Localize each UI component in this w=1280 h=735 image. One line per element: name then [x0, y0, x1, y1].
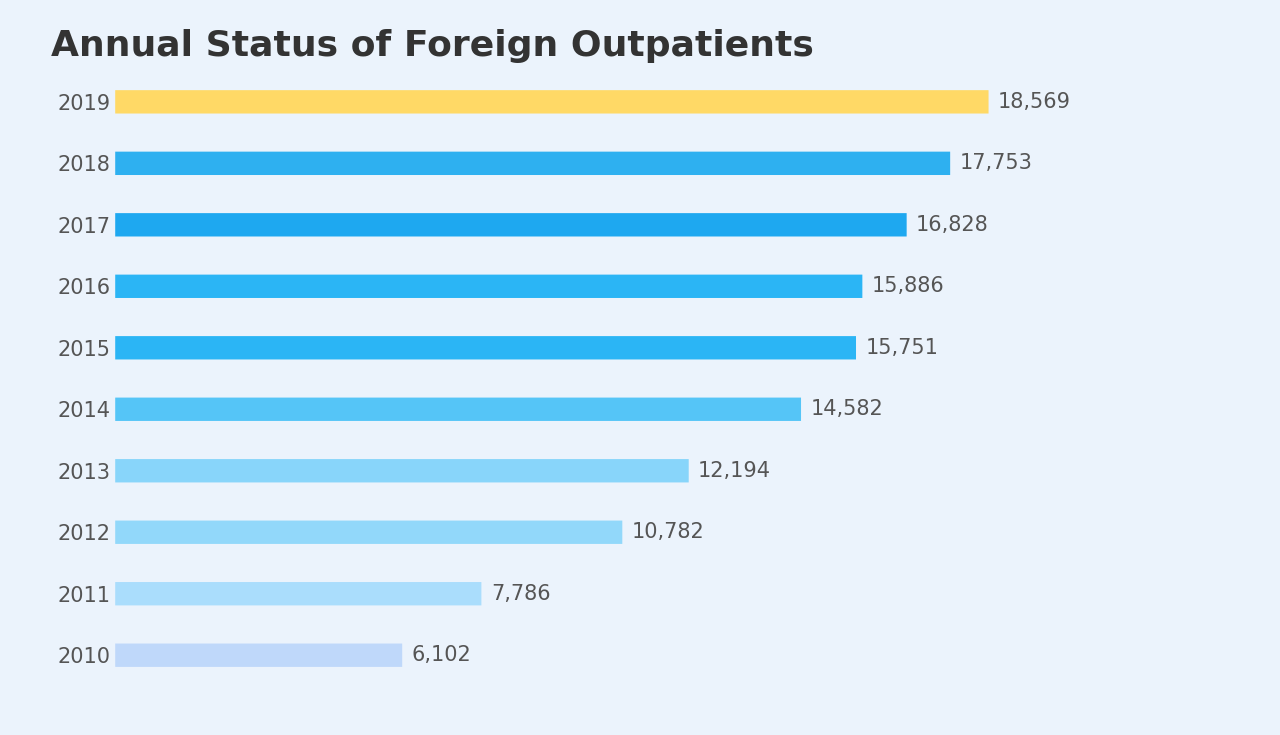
- Text: 10,782: 10,782: [632, 523, 704, 542]
- Text: 18,569: 18,569: [998, 92, 1071, 112]
- Text: 6,102: 6,102: [412, 645, 471, 665]
- FancyBboxPatch shape: [115, 336, 856, 359]
- FancyBboxPatch shape: [115, 520, 622, 544]
- Text: 14,582: 14,582: [810, 399, 883, 419]
- Text: 15,886: 15,886: [872, 276, 945, 296]
- FancyBboxPatch shape: [115, 90, 988, 113]
- FancyBboxPatch shape: [115, 644, 402, 667]
- Text: 16,828: 16,828: [916, 215, 989, 234]
- FancyBboxPatch shape: [115, 213, 906, 237]
- FancyBboxPatch shape: [115, 398, 801, 421]
- FancyBboxPatch shape: [115, 459, 689, 482]
- Text: 17,753: 17,753: [960, 154, 1033, 173]
- Text: 12,194: 12,194: [698, 461, 771, 481]
- Text: Annual Status of Foreign Outpatients: Annual Status of Foreign Outpatients: [51, 29, 814, 63]
- FancyBboxPatch shape: [115, 151, 950, 175]
- FancyBboxPatch shape: [115, 582, 481, 606]
- FancyBboxPatch shape: [115, 275, 863, 298]
- Text: 15,751: 15,751: [865, 338, 938, 358]
- Text: 7,786: 7,786: [490, 584, 550, 603]
